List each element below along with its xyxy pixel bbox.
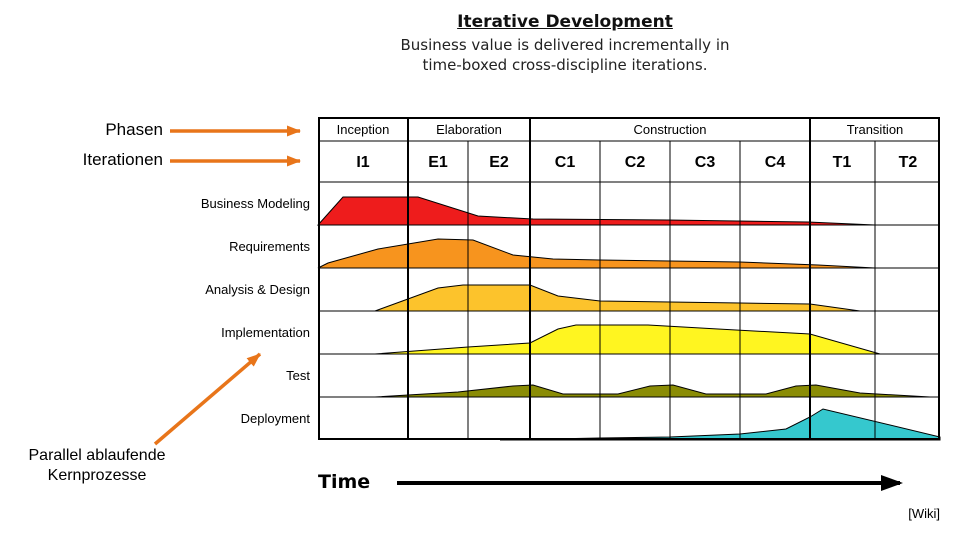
diagram-subtitle: Business value is delivered incrementall… [190,35,940,75]
row-label-deployment: Deployment [240,411,310,426]
horizontal-grid-lines [318,140,940,398]
title-block: Iterative Development Business value is … [190,12,940,75]
phasen-label: Phasen [105,120,163,139]
phase-label-elaboration: Elaboration [436,122,502,137]
phase-grid-lines [318,117,940,440]
row-label-implementation: Implementation [221,325,310,340]
row-label-analysis-design: Analysis & Design [205,282,310,297]
parallel-label-line-1: Parallel ablaufende [28,447,166,464]
iteration-label-c1: C1 [555,154,576,171]
iteration-label-c3: C3 [695,154,716,171]
deployment-hump [499,408,941,441]
parallel-label-line-2: Kernprozesse [47,467,147,484]
subtitle-line-1: Business value is delivered incrementall… [400,36,730,54]
iteration-grid-lines [467,141,876,440]
iteration-grid: Inception Elaboration Construction Trans… [316,117,941,441]
iteration-label-e1: E1 [428,154,448,171]
iterationen-label: Iterationen [82,150,163,169]
requirements-hump [317,238,876,269]
phase-label-inception: Inception [337,122,390,137]
attribution: [Wiki] [908,506,940,521]
parallel-label: Parallel ablaufende Kernprozesse [4,446,190,486]
implementation-hump [374,324,881,355]
row-label-requirements: Requirements [229,239,310,254]
iteration-label-t1: T1 [833,154,852,171]
row-label-business-modeling: Business Modeling [200,196,310,211]
test-hump [374,384,931,398]
phase-label-transition: Transition [847,122,904,137]
analysis-design-hump [374,284,861,312]
phase-label-construction: Construction [634,122,707,137]
iteration-label-t2: T2 [899,154,918,171]
diagram-title: Iterative Development [457,12,673,32]
iteration-label-e2: E2 [489,154,509,171]
time-label: Time [318,471,371,493]
iteration-label-c2: C2 [625,154,646,171]
subtitle-line-2: time-boxed cross-discipline iterations. [422,56,708,74]
business-modeling-hump [316,196,876,226]
row-label-test: Test [286,368,310,383]
iteration-label-c4: C4 [765,154,786,171]
iteration-label-i1: I1 [356,154,369,171]
